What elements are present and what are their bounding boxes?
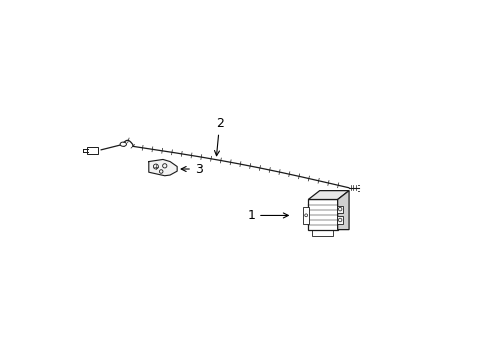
FancyBboxPatch shape: [87, 147, 98, 154]
Polygon shape: [148, 159, 177, 176]
Polygon shape: [337, 191, 348, 230]
FancyBboxPatch shape: [307, 199, 337, 230]
Ellipse shape: [120, 142, 126, 146]
Polygon shape: [307, 191, 348, 199]
FancyBboxPatch shape: [336, 216, 343, 224]
FancyBboxPatch shape: [311, 229, 332, 236]
Text: 2: 2: [214, 117, 223, 156]
FancyBboxPatch shape: [336, 206, 343, 213]
Text: 3: 3: [181, 162, 203, 176]
Text: 1: 1: [247, 209, 288, 222]
FancyBboxPatch shape: [303, 207, 309, 224]
